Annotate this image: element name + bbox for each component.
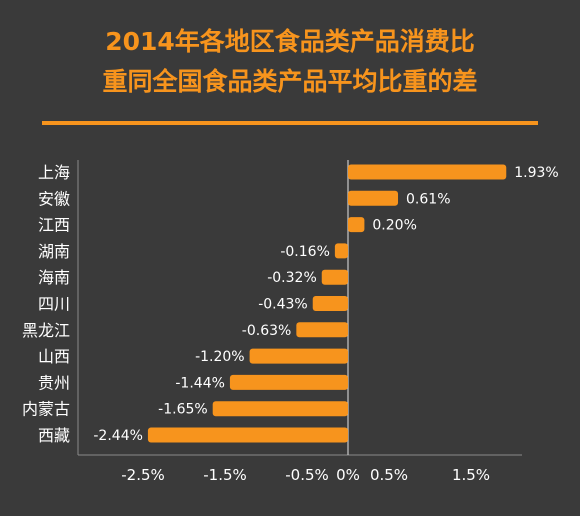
category-label: 山西 [38, 347, 70, 366]
x-tick-label: -2.5% [121, 466, 165, 484]
bar [296, 322, 348, 338]
chart-bars [147, 164, 507, 443]
bar [348, 190, 399, 206]
chart-title-line-1: 2014年各地区食品类产品消费比 [105, 27, 475, 56]
category-label: 海南 [38, 268, 70, 287]
title-underline [42, 121, 538, 125]
bar [348, 217, 365, 233]
category-label: 湖南 [38, 242, 70, 261]
bar [229, 374, 348, 390]
category-label: 黑龙江 [22, 321, 70, 340]
category-label: 上海 [38, 163, 70, 182]
data-label: -0.63% [242, 323, 292, 339]
x-tick-label: -1.5% [203, 466, 247, 484]
bar [334, 243, 348, 259]
data-label: -1.65% [158, 402, 208, 418]
x-tick-label: 0% [336, 466, 360, 484]
category-label: 安徽 [38, 189, 70, 208]
bar [312, 296, 348, 311]
x-tick-label: 1.5% [452, 466, 490, 484]
data-label: -0.16% [280, 244, 330, 260]
data-label: -0.43% [258, 297, 308, 313]
category-label: 内蒙古 [22, 400, 70, 419]
bar [212, 401, 348, 417]
category-label: 贵州 [38, 373, 70, 392]
category-label: 江西 [38, 216, 70, 235]
data-label: -0.32% [267, 270, 317, 286]
x-tick-label: -0.5% [285, 466, 329, 484]
chart-labels: -2.5% -1.5% -0.5% 0% 0.5% 1.5% 上海 1.93% 安徽 0.61% 江… [22, 163, 559, 484]
data-label: 0.20% [372, 218, 416, 234]
bar [348, 164, 507, 180]
data-label: -1.44% [175, 375, 225, 391]
data-label: -2.44% [93, 428, 143, 444]
data-label: 1.93% [514, 165, 558, 181]
bar [249, 348, 348, 364]
category-label: 西藏 [38, 426, 70, 445]
data-label: -1.20% [195, 349, 245, 365]
x-tick-label: 0.5% [370, 466, 408, 484]
bar [147, 427, 348, 443]
data-label: 0.61% [406, 191, 450, 207]
bar [321, 269, 348, 285]
chart-title-line-2: 重同全国食品类产品平均比重的差 [102, 67, 478, 96]
category-label: 四川 [38, 295, 70, 314]
